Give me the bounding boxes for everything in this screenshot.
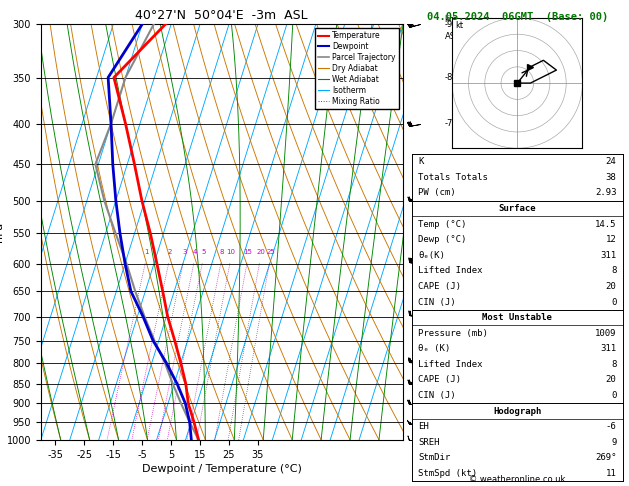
Text: -6: -6 (445, 160, 453, 169)
Text: 311: 311 (600, 344, 616, 353)
Text: 311: 311 (600, 251, 616, 260)
Text: -3: -3 (445, 312, 453, 321)
Text: kt: kt (455, 21, 464, 30)
Text: Pressure (mb): Pressure (mb) (418, 329, 488, 338)
Text: -7: -7 (445, 119, 453, 128)
Legend: Temperature, Dewpoint, Parcel Trajectory, Dry Adiabat, Wet Adiabat, Isotherm, Mi: Temperature, Dewpoint, Parcel Trajectory… (314, 28, 399, 109)
Text: K: K (418, 157, 424, 166)
Text: 1009: 1009 (595, 329, 616, 338)
Text: Lifted Index: Lifted Index (418, 266, 483, 276)
Text: 5: 5 (201, 249, 206, 255)
Text: -6: -6 (606, 422, 616, 431)
Text: θₑ (K): θₑ (K) (418, 344, 450, 353)
Y-axis label: hPa: hPa (0, 222, 4, 242)
Text: StmSpd (kt): StmSpd (kt) (418, 469, 477, 478)
Text: Hodograph: Hodograph (493, 407, 542, 416)
Text: Lifted Index: Lifted Index (418, 360, 483, 369)
Text: 20: 20 (606, 375, 616, 384)
Text: 269°: 269° (595, 453, 616, 462)
Text: 8: 8 (611, 360, 616, 369)
Text: CIN (J): CIN (J) (418, 297, 456, 307)
Text: SREH: SREH (418, 438, 440, 447)
Text: Surface: Surface (499, 204, 536, 213)
Text: -LCL: -LCL (445, 435, 463, 444)
Text: 4: 4 (192, 249, 197, 255)
Text: 2: 2 (168, 249, 172, 255)
Text: 2.93: 2.93 (595, 189, 616, 197)
Text: -8: -8 (445, 73, 453, 82)
Text: -9: -9 (445, 20, 453, 29)
Text: Most Unstable: Most Unstable (482, 313, 552, 322)
Text: CAPE (J): CAPE (J) (418, 282, 461, 291)
Text: -5: -5 (445, 229, 453, 238)
Text: Dewp (°C): Dewp (°C) (418, 235, 467, 244)
Text: 25: 25 (266, 249, 275, 255)
Text: Mixing Ratio (g/kg): Mixing Ratio (g/kg) (465, 192, 475, 272)
Text: 14.5: 14.5 (595, 220, 616, 228)
Text: EH: EH (418, 422, 429, 431)
Text: 04.05.2024  06GMT  (Base: 00): 04.05.2024 06GMT (Base: 00) (426, 12, 608, 22)
Text: 20: 20 (606, 282, 616, 291)
Title: 40°27'N  50°04'E  -3m  ASL: 40°27'N 50°04'E -3m ASL (135, 9, 308, 22)
Text: CAPE (J): CAPE (J) (418, 375, 461, 384)
Text: km: km (445, 15, 458, 24)
Text: 0: 0 (611, 391, 616, 400)
Text: 38: 38 (606, 173, 616, 182)
Text: -6: -6 (445, 196, 453, 205)
Text: 3: 3 (182, 249, 187, 255)
Text: 8: 8 (220, 249, 224, 255)
Text: 9: 9 (611, 438, 616, 447)
Text: -4: -4 (445, 259, 453, 268)
Text: 11: 11 (606, 469, 616, 478)
Text: PW (cm): PW (cm) (418, 189, 456, 197)
Text: θₑ(K): θₑ(K) (418, 251, 445, 260)
Text: 8: 8 (611, 266, 616, 276)
Text: 1: 1 (144, 249, 148, 255)
Text: 10: 10 (226, 249, 235, 255)
Text: 15: 15 (243, 249, 252, 255)
Text: 12: 12 (606, 235, 616, 244)
Text: 0: 0 (611, 297, 616, 307)
Text: Totals Totals: Totals Totals (418, 173, 488, 182)
X-axis label: Dewpoint / Temperature (°C): Dewpoint / Temperature (°C) (142, 464, 302, 474)
Text: -1: -1 (445, 399, 453, 408)
Text: 20: 20 (256, 249, 265, 255)
Text: CIN (J): CIN (J) (418, 391, 456, 400)
Text: ASL: ASL (445, 32, 460, 41)
Text: StmDir: StmDir (418, 453, 450, 462)
Text: -2: -2 (445, 358, 453, 367)
Text: Temp (°C): Temp (°C) (418, 220, 467, 228)
Text: 24: 24 (606, 157, 616, 166)
Text: © weatheronline.co.uk: © weatheronline.co.uk (469, 474, 565, 484)
